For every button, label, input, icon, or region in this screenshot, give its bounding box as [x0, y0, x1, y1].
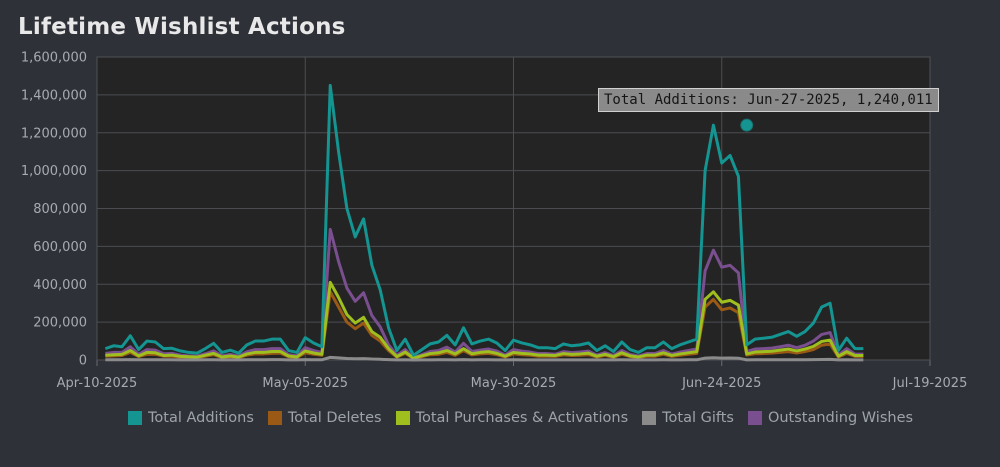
highlight-point — [740, 118, 754, 132]
highlight-marker — [740, 118, 754, 132]
legend-item-total-deletes[interactable]: Total Deletes — [267, 410, 382, 426]
legend-label: Total Additions — [148, 410, 254, 426]
y-tick-label: 1,600,000 — [21, 51, 87, 66]
x-tick-label: May-30-2025 — [471, 376, 557, 391]
legend-swatch — [128, 411, 142, 425]
x-tick-label: Apr-10-2025 — [57, 376, 138, 391]
series-lines — [104, 83, 864, 362]
chart-title: Lifetime Wishlist Actions — [18, 14, 346, 40]
y-tick-label: 800,000 — [33, 202, 87, 217]
series-line-total-purchases-activations — [105, 280, 864, 360]
x-tick-label: Jul-19-2025 — [892, 376, 968, 391]
x-tick-label: Jun-24-2025 — [681, 376, 761, 391]
legend-item-total-gifts[interactable]: Total Gifts — [642, 410, 734, 426]
y-tick-label: 1,400,000 — [21, 88, 87, 103]
legend-swatch — [642, 411, 657, 425]
legend-swatch — [395, 411, 410, 425]
series-line-total-additions — [104, 83, 864, 357]
y-axis-ticks: 0 200,000 400,000 600,000 800,000 1,000,000 1,… — [21, 51, 87, 369]
x-axis-ticks: Apr-10-2025 May-05-2025 May-30-2025 Jun-24-… — [57, 376, 968, 391]
y-tick-label: 1,200,000 — [21, 126, 87, 141]
legend-label: Outstanding Wishes — [767, 410, 914, 426]
y-tick-label: 400,000 — [33, 278, 87, 293]
tooltip: Total Additions: Jun-27-2025, 1,240,011 — [598, 88, 939, 112]
legend-label: Total Gifts — [662, 410, 734, 426]
legend-label: Total Purchases & Activations — [415, 410, 629, 426]
y-tick-label: 600,000 — [33, 240, 87, 255]
legend-item-outstanding-wishes[interactable]: Outstanding Wishes — [747, 410, 914, 426]
y-tick-label: 0 — [79, 354, 87, 369]
y-tick-label: 1,000,000 — [21, 164, 87, 179]
legend-label: Total Deletes — [287, 410, 382, 426]
legend-swatch — [267, 411, 282, 425]
legend-item-total-purchases-activations[interactable]: Total Purchases & Activations — [395, 410, 629, 426]
legend: Total Additions Total Deletes Total Purcha… — [128, 410, 927, 426]
x-tick-label: May-05-2025 — [262, 376, 348, 391]
series-line-total-gifts — [105, 355, 864, 362]
y-tick-label: 200,000 — [33, 316, 87, 331]
legend-item-total-additions[interactable]: Total Additions — [128, 410, 254, 426]
legend-swatch — [747, 411, 762, 425]
